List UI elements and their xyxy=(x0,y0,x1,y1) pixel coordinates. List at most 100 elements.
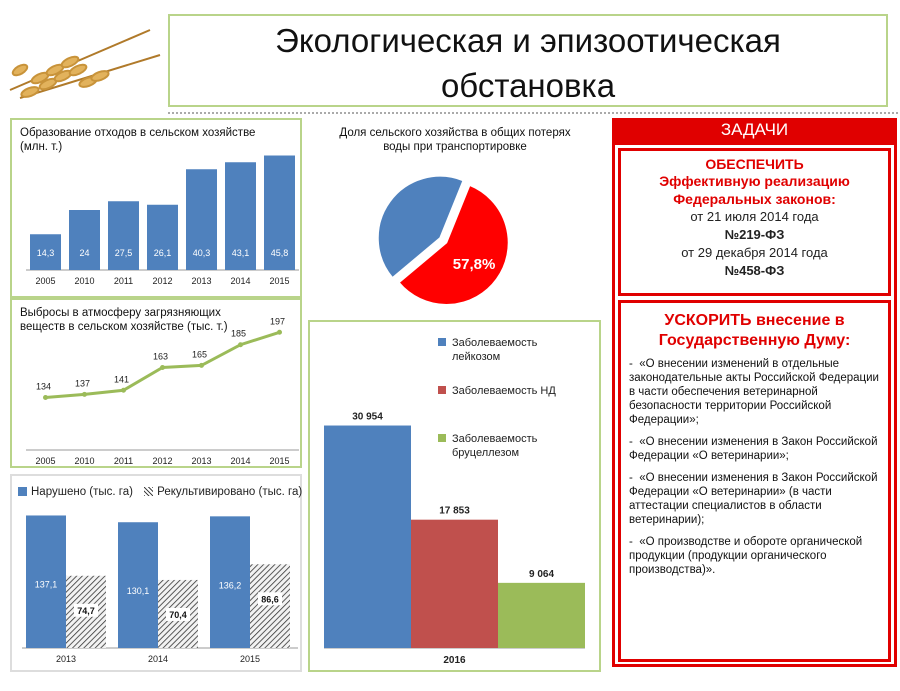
waste-value-label: 43,1 xyxy=(232,248,250,258)
emissions-point xyxy=(277,329,282,335)
waste-chart-panel: Образование отходов в сельском хозяйстве… xyxy=(10,118,302,298)
emissions-point xyxy=(43,395,48,401)
disease-chart-panel: 30 954 Заболеваемость лейкозом 17 853 Заболе… xyxy=(308,320,601,672)
emissions-value-label: 134 xyxy=(36,382,51,392)
emissions-tick-label: 2014 xyxy=(230,456,250,466)
bill-text-2: «О внесении изменения в Закон Российской… xyxy=(629,436,878,462)
legend-swatch-disturbed xyxy=(18,487,27,497)
disease-legend-label: лейкозом xyxy=(452,351,500,363)
bill-text-3: «О внесении изменения в Закон Российской… xyxy=(629,472,878,526)
disease-bar xyxy=(498,582,585,648)
pie-slice-label: 57,8% xyxy=(453,256,496,273)
waste-value-label: 40,3 xyxy=(193,248,211,258)
bill-item-4: - «О производстве и обороте органической… xyxy=(629,536,863,576)
water-loss-panel: Доля сельского хозяйства в общих потерях… xyxy=(305,118,605,323)
waste-value-label: 45,8 xyxy=(271,248,289,258)
land-tick-label: 2014 xyxy=(148,654,168,664)
bill-text-1: «О внесении изменений в отдельные законо… xyxy=(629,358,879,426)
waste-value-label: 26,1 xyxy=(154,248,172,258)
waste-bar xyxy=(30,234,61,270)
disease-legend-label: бруцеллезом xyxy=(452,447,519,459)
land-value-label-disturbed: 130,1 xyxy=(127,586,150,596)
tasks-accelerate-box: УСКОРИТЬ внесение в Государственную Думу… xyxy=(618,300,891,662)
emissions-point xyxy=(199,362,204,368)
waste-tick-label: 2015 xyxy=(269,276,289,286)
disease-tick-label: 2016 xyxy=(443,655,466,666)
land-value-label-reclaimed: 70,4 xyxy=(169,610,187,620)
land-value-label-disturbed: 136,2 xyxy=(219,580,242,590)
ensure-heading: ОБЕСПЕЧИТЬ xyxy=(705,156,804,172)
title-frame xyxy=(168,14,888,107)
land-value-bg xyxy=(258,592,282,606)
waste-tick-label: 2011 xyxy=(114,276,133,286)
land-bar-disturbed xyxy=(210,516,250,648)
bill-item-2: - «О внесении изменения в Закон Российск… xyxy=(629,436,878,462)
water-loss-pie-chart: 57,8% xyxy=(377,175,510,306)
emissions-point xyxy=(121,387,126,393)
disease-value-label: 9 064 xyxy=(529,569,554,580)
waste-bar xyxy=(69,210,100,270)
land-value-bg xyxy=(166,607,190,621)
ensure-subheading: Эффективную реализацию Федеральных закон… xyxy=(659,173,850,207)
emissions-value-label: 185 xyxy=(231,329,246,339)
disease-legend-swatch xyxy=(438,386,446,394)
law-number-1: №219-ФЗ xyxy=(724,227,785,242)
land-tick-label: 2015 xyxy=(240,654,260,664)
waste-tick-label: 2013 xyxy=(191,276,211,286)
divider xyxy=(168,112,898,114)
law-number-2: №458-ФЗ xyxy=(724,263,785,278)
bill-text-4: «О производстве и обороте органической п… xyxy=(629,536,863,576)
legend-label-disturbed: Нарушено (тыс. га) xyxy=(31,486,133,498)
emissions-value-label: 163 xyxy=(153,351,168,361)
land-value-label-reclaimed: 74,7 xyxy=(77,606,95,616)
emissions-chart-title: Выбросы в атмосферу загрязняющих веществ… xyxy=(20,307,228,333)
disease-bar-chart: 30 954 Заболеваемость лейкозом 17 853 Заболе… xyxy=(324,337,585,666)
disease-legend-label: Заболеваемость xyxy=(452,433,538,445)
land-value-label-disturbed: 137,1 xyxy=(35,579,58,589)
emissions-point xyxy=(82,391,87,397)
water-loss-chart-title: Доля сельского хозяйства в общих потерях… xyxy=(339,127,571,153)
waste-bar xyxy=(225,162,256,270)
legend-label-reclaimed: Рекультивировано (тыс. га) xyxy=(157,486,303,498)
land-chart-legend: Нарушено (тыс. га) Рекультивировано (тыс… xyxy=(18,486,302,498)
emissions-tick-label: 2013 xyxy=(191,456,211,466)
waste-tick-label: 2010 xyxy=(74,276,94,286)
waste-tick-label: 2012 xyxy=(152,276,172,286)
disease-legend-label: Заболеваемость НД xyxy=(452,385,556,397)
page-title: Экологическая и эпизоотическая обстановк… xyxy=(168,18,888,108)
disease-bar xyxy=(411,519,498,648)
bill-list: - «О внесении изменений в отдельные зако… xyxy=(621,357,888,577)
land-value-bg xyxy=(74,603,98,617)
land-bar-disturbed xyxy=(118,522,158,648)
waste-bar xyxy=(147,204,178,270)
emissions-value-label: 141 xyxy=(114,374,129,384)
disease-bar xyxy=(324,425,411,648)
page-title-line-2: обстановка xyxy=(440,67,616,104)
emissions-point xyxy=(238,342,243,348)
land-chart-panel: Нарушено (тыс. га) Рекультивировано (тыс… xyxy=(10,474,302,672)
land-bar-chart: 137,1 74,7 2013 130,1 70,4 2014 136,2 86,6 2015 xyxy=(22,515,298,664)
bill-item-3: - «О внесении изменения в Закон Российск… xyxy=(629,472,878,526)
emissions-tick-label: 2011 xyxy=(114,456,133,466)
law-date-2: от 29 декабря 2014 года xyxy=(681,245,828,260)
disease-value-label: 17 853 xyxy=(439,506,470,517)
waste-bar xyxy=(108,201,139,270)
waste-value-label: 14,3 xyxy=(37,248,55,258)
disease-value-label: 30 954 xyxy=(352,412,383,423)
waste-bar xyxy=(186,169,217,270)
disease-legend-label: Заболеваемость xyxy=(452,337,538,349)
waste-tick-label: 2014 xyxy=(230,276,250,286)
emissions-tick-label: 2010 xyxy=(74,456,94,466)
waste-tick-label: 2005 xyxy=(35,276,55,286)
disease-legend-swatch xyxy=(438,338,446,346)
bill-item-1: - «О внесении изменений в отдельные зако… xyxy=(629,358,879,426)
land-value-label-reclaimed: 86,6 xyxy=(261,594,279,604)
disease-legend-swatch xyxy=(438,434,446,442)
emissions-tick-label: 2012 xyxy=(152,456,172,466)
page-title-line-1: Экологическая и эпизоотическая xyxy=(275,22,781,59)
waste-bar xyxy=(264,155,295,270)
emissions-value-label: 165 xyxy=(192,349,207,359)
legend-swatch-reclaimed xyxy=(144,487,154,497)
emissions-tick-label: 2015 xyxy=(269,456,289,466)
pie-slice xyxy=(397,184,510,306)
